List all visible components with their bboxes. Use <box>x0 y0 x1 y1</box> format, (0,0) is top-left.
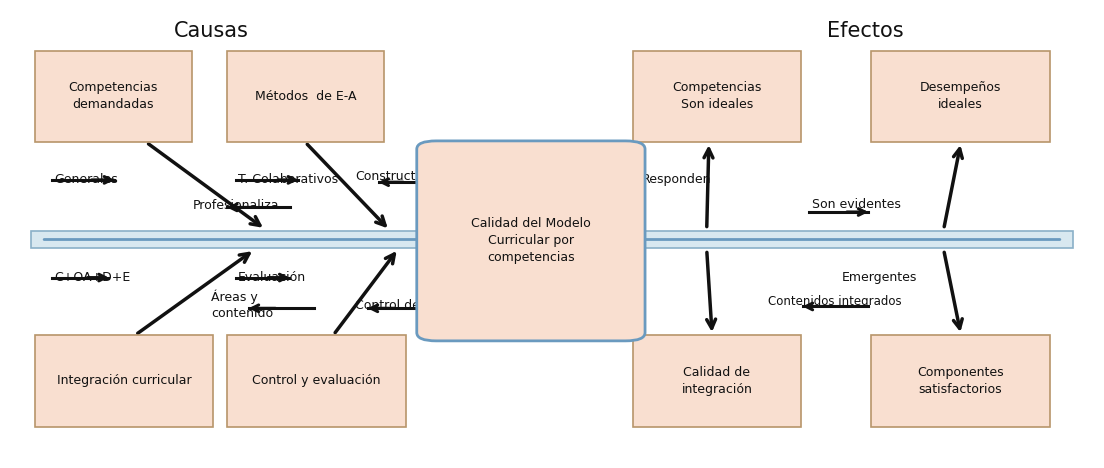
FancyBboxPatch shape <box>871 51 1050 142</box>
FancyBboxPatch shape <box>871 335 1050 427</box>
Text: Constructivista: Constructivista <box>355 170 449 183</box>
FancyBboxPatch shape <box>634 51 800 142</box>
Text: Control y evaluación: Control y evaluación <box>253 374 381 387</box>
Text: Emergentes: Emergentes <box>842 271 917 284</box>
Text: Calidad de
integración: Calidad de integración <box>681 366 753 396</box>
Text: Integración curricular: Integración curricular <box>56 374 191 387</box>
Text: Generales: Generales <box>54 173 118 186</box>
FancyBboxPatch shape <box>417 141 645 341</box>
Text: Evaluación: Evaluación <box>238 271 307 284</box>
Text: Causas: Causas <box>173 21 248 41</box>
FancyBboxPatch shape <box>35 335 213 427</box>
Text: Competencias
Son ideales: Competencias Son ideales <box>672 81 762 111</box>
FancyBboxPatch shape <box>31 231 1073 248</box>
Text: Contenidos integrados: Contenidos integrados <box>768 295 902 308</box>
Text: Áreas y
contenido: Áreas y contenido <box>211 290 274 320</box>
Text: Competencias
demandadas: Competencias demandadas <box>68 81 158 111</box>
Text: Profesionaliza: Profesionaliza <box>193 199 279 212</box>
Text: Responden: Responden <box>641 173 711 186</box>
FancyBboxPatch shape <box>227 335 406 427</box>
Text: Métodos  de E-A: Métodos de E-A <box>255 90 357 103</box>
FancyBboxPatch shape <box>634 335 800 427</box>
Text: Desempeños
ideales: Desempeños ideales <box>920 81 1001 111</box>
Text: T. Colaborativos: T. Colaborativos <box>238 173 338 186</box>
Text: Control de calidad: Control de calidad <box>355 299 469 312</box>
Text: Componentes
satisfactorios: Componentes satisfactorios <box>917 366 1004 396</box>
FancyBboxPatch shape <box>35 51 192 142</box>
Text: Efectos: Efectos <box>827 21 904 41</box>
Text: Calidad del Modelo
Curricular por
competencias: Calidad del Modelo Curricular por compet… <box>471 217 591 264</box>
FancyBboxPatch shape <box>227 51 384 142</box>
Text: Son evidentes: Son evidentes <box>811 197 901 211</box>
Text: C+OA+D+E: C+OA+D+E <box>54 271 130 284</box>
